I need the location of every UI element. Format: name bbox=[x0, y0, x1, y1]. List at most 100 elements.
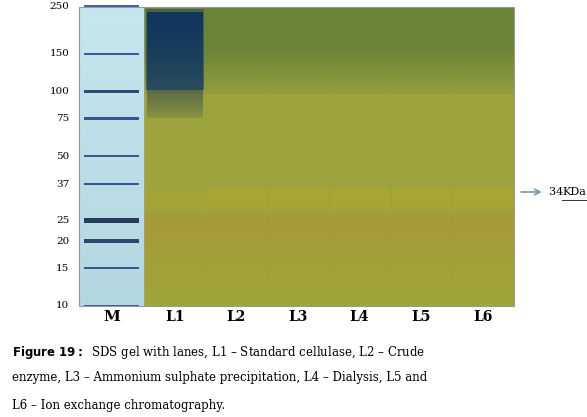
Bar bbox=[144, 25, 514, 26]
Bar bbox=[144, 282, 514, 284]
Bar bbox=[147, 72, 203, 73]
Bar bbox=[79, 252, 144, 255]
Bar bbox=[144, 146, 514, 148]
Bar bbox=[144, 44, 514, 46]
Bar bbox=[144, 184, 514, 186]
Text: L2: L2 bbox=[227, 310, 246, 324]
Bar bbox=[144, 128, 514, 130]
Bar bbox=[144, 26, 514, 28]
Bar bbox=[144, 134, 514, 136]
Bar bbox=[146, 10, 204, 12]
Bar bbox=[79, 177, 144, 180]
Bar bbox=[146, 24, 204, 26]
Bar bbox=[146, 76, 204, 78]
Bar bbox=[79, 132, 144, 135]
Bar bbox=[144, 33, 514, 35]
Bar bbox=[146, 72, 204, 74]
Bar bbox=[146, 68, 204, 70]
Bar bbox=[79, 40, 144, 43]
Bar bbox=[147, 63, 203, 65]
Bar bbox=[79, 93, 144, 96]
Bar bbox=[79, 135, 144, 138]
Bar bbox=[144, 194, 514, 196]
Bar bbox=[147, 104, 203, 106]
Text: 10: 10 bbox=[56, 301, 69, 310]
Bar bbox=[147, 30, 203, 32]
Bar bbox=[144, 96, 514, 98]
Bar bbox=[147, 50, 203, 52]
Bar bbox=[144, 138, 514, 140]
Text: enzyme, L3 – Ammonium sulphate precipitation, L4 – Dialysis, L5 and: enzyme, L3 – Ammonium sulphate precipita… bbox=[12, 371, 427, 384]
Bar bbox=[144, 15, 514, 17]
Bar bbox=[79, 174, 144, 177]
Bar bbox=[146, 62, 204, 64]
Bar bbox=[146, 36, 204, 38]
Bar bbox=[147, 79, 203, 81]
Bar bbox=[144, 88, 514, 90]
Text: 50: 50 bbox=[56, 152, 69, 161]
Bar bbox=[79, 72, 144, 75]
Bar bbox=[144, 280, 514, 282]
Bar bbox=[79, 291, 144, 294]
Bar bbox=[146, 44, 204, 46]
Bar bbox=[144, 190, 514, 192]
Bar bbox=[147, 45, 203, 47]
Bar bbox=[79, 246, 144, 249]
Bar bbox=[144, 30, 514, 33]
Bar bbox=[79, 165, 144, 168]
Bar bbox=[79, 153, 144, 156]
Bar bbox=[146, 48, 204, 50]
Bar bbox=[147, 34, 203, 36]
Bar bbox=[144, 130, 514, 132]
Bar bbox=[144, 230, 514, 232]
Bar bbox=[79, 294, 144, 297]
Bar bbox=[144, 38, 514, 40]
Bar bbox=[144, 63, 514, 64]
Bar bbox=[144, 258, 514, 260]
Bar bbox=[146, 84, 204, 86]
Bar bbox=[144, 242, 514, 244]
Bar bbox=[144, 98, 514, 100]
Bar bbox=[146, 56, 204, 58]
Bar bbox=[144, 200, 514, 202]
Bar bbox=[144, 104, 514, 106]
Bar bbox=[144, 150, 514, 152]
Bar bbox=[147, 118, 203, 120]
Bar bbox=[147, 14, 203, 16]
Bar bbox=[147, 97, 203, 99]
Bar bbox=[147, 111, 203, 113]
Bar bbox=[147, 70, 203, 72]
Bar bbox=[144, 268, 514, 270]
Bar bbox=[79, 99, 144, 102]
Bar bbox=[84, 5, 139, 8]
Bar bbox=[79, 228, 144, 231]
Text: 25: 25 bbox=[56, 216, 69, 225]
Bar bbox=[144, 160, 514, 162]
Bar bbox=[144, 290, 514, 292]
Bar bbox=[146, 78, 204, 80]
Bar bbox=[147, 88, 203, 90]
Bar bbox=[144, 158, 514, 160]
Bar bbox=[79, 51, 144, 54]
Bar bbox=[79, 300, 144, 303]
Bar bbox=[144, 210, 514, 212]
Bar bbox=[79, 186, 144, 189]
Bar bbox=[144, 276, 514, 278]
Bar bbox=[146, 12, 204, 13]
Bar bbox=[79, 219, 144, 222]
Bar bbox=[79, 270, 144, 273]
Bar bbox=[79, 90, 144, 93]
Bar bbox=[144, 228, 514, 230]
Bar bbox=[147, 113, 203, 115]
Bar bbox=[79, 150, 144, 153]
Bar bbox=[144, 136, 514, 138]
Bar bbox=[144, 82, 514, 84]
Bar bbox=[79, 33, 144, 36]
Bar bbox=[147, 18, 203, 20]
Bar bbox=[84, 218, 139, 223]
Bar bbox=[146, 50, 204, 52]
Bar bbox=[79, 210, 144, 213]
Bar bbox=[144, 252, 514, 254]
Bar bbox=[79, 120, 144, 123]
Bar bbox=[79, 249, 144, 252]
